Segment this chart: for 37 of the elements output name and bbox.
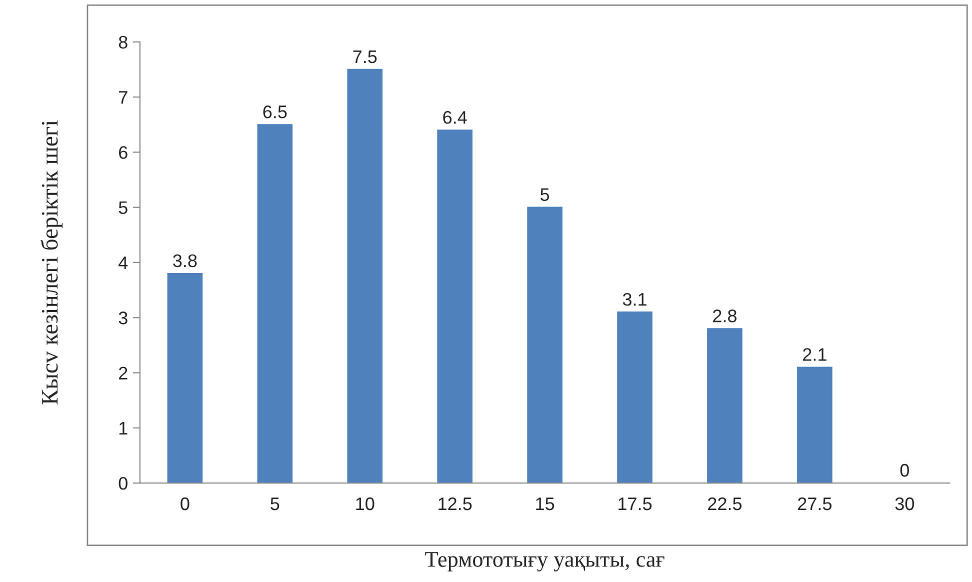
data-label: 6.5 (263, 105, 287, 118)
x-tick-label: 22.5 (708, 497, 742, 510)
y-axis-title: Кысv кезінлегі беріктік шегі (40, 120, 63, 404)
y-tick-label: 0 (118, 476, 128, 490)
y-tick-label: 7 (119, 91, 128, 104)
y-tick-label: 5 (118, 201, 128, 214)
y-tick-label: 8 (118, 36, 128, 49)
bar (437, 130, 472, 484)
data-label: 5 (540, 188, 550, 201)
bar (257, 124, 293, 484)
bar (527, 206, 562, 484)
data-label: 2.8 (713, 310, 736, 322)
bar (347, 68, 383, 484)
bar (617, 312, 652, 484)
data-label: 3.8 (173, 254, 197, 268)
y-tick-label: 6 (119, 146, 128, 159)
data-label: 3.1 (622, 292, 646, 306)
y-tick-label: 1 (120, 422, 128, 434)
x-tick-label: 10 (356, 497, 374, 510)
y-tick-label: 4 (118, 256, 128, 270)
data-label: 0 (900, 464, 909, 477)
bar (707, 328, 742, 484)
x-tick-label: 15 (536, 498, 554, 510)
data-label: 6.4 (443, 111, 467, 124)
x-tick-label: 12.5 (438, 497, 472, 510)
x-tick-label: 5 (270, 498, 280, 510)
x-tick-label: 0 (180, 497, 190, 510)
y-tick-label: 2 (119, 366, 128, 380)
bar (797, 366, 832, 484)
data-label: 2.1 (803, 348, 826, 361)
x-tick-label: 27.5 (798, 497, 832, 510)
x-tick-label: 30 (895, 497, 914, 510)
x-tick-label: 17.5 (618, 498, 652, 510)
y-tick-label: 3 (118, 312, 128, 324)
data-label: 7.5 (353, 50, 377, 64)
x-axis-title: Термототығу уақыты, сағ (425, 552, 664, 572)
bar (167, 272, 203, 484)
